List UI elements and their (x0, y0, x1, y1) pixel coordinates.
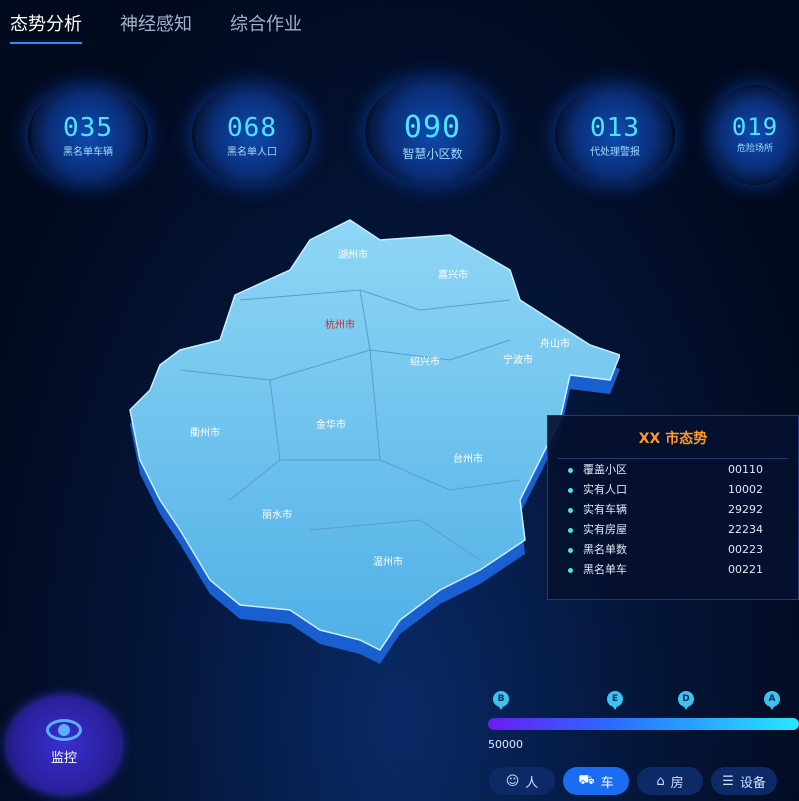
tab-integrated-operations[interactable]: 综合作业 (230, 14, 302, 35)
panel-row: 实有人口 10002 (548, 479, 798, 499)
bullet-icon (568, 528, 573, 533)
filter-label: 车 (600, 775, 614, 791)
row-label: 实有车辆 (583, 503, 627, 516)
row-value: 29292 (728, 502, 763, 516)
city-borders (179, 289, 521, 561)
car-icon: ⛟ (578, 772, 595, 788)
bullet-icon (568, 488, 573, 493)
city-label[interactable]: 丽水市 (262, 508, 292, 521)
filter-buttons: ☺ 人 ⛟ 车 ⌂ 房 ☰ 设备 (489, 767, 777, 795)
filter-label: 房 (670, 775, 684, 791)
panel-row: 实有车辆 29292 (548, 499, 798, 519)
device-icon: ☰ (722, 773, 734, 789)
stat-label: 智慧小区数 (402, 147, 463, 161)
city-label[interactable]: 绍兴市 (410, 355, 440, 368)
panel-row: 实有房屋 22234 (548, 519, 798, 539)
row-value: 00110 (728, 462, 763, 476)
panel-title: XX 市态势 (558, 416, 788, 459)
eye-icon (46, 719, 82, 741)
stat-circle: 035 黑名单车辆 (28, 85, 148, 185)
bullet-icon (568, 548, 573, 553)
stat-value: 068 (227, 113, 277, 143)
panel-row: 黑名单数 00223 (548, 539, 798, 559)
timeline-slider[interactable] (488, 718, 799, 730)
timeline-marker[interactable]: A (764, 691, 780, 710)
stat-label: 黑名单车辆 (63, 147, 113, 158)
row-label: 实有房屋 (583, 523, 627, 536)
filter-house-button[interactable]: ⌂ 房 (637, 767, 703, 795)
row-label: 覆盖小区 (583, 463, 627, 476)
city-label[interactable]: 宁波市 (503, 353, 533, 366)
monitor-label: 监控 (50, 751, 77, 766)
city-situation-panel: XX 市态势 覆盖小区 00110 实有人口 10002 实有车辆 29292 实有房… (547, 415, 799, 600)
filter-car-button[interactable]: ⛟ 车 (563, 767, 629, 795)
stat-label: 代处理警报 (590, 147, 640, 158)
tab-neural-perception[interactable]: 神经感知 (120, 14, 192, 35)
city-label[interactable]: 嘉兴市 (438, 268, 468, 281)
stat-label: 黑名单人口 (227, 147, 277, 158)
city-label[interactable]: 湖州市 (338, 248, 368, 261)
tab-situation-analysis[interactable]: 态势分析 (10, 10, 82, 44)
row-value: 22234 (728, 522, 763, 536)
stat-circle: 013 代处理警报 (555, 85, 675, 185)
stat-circle: 090 智慧小区数 (365, 78, 500, 186)
timeline-marker[interactable]: B (493, 691, 509, 710)
stat-value: 090 (403, 110, 462, 145)
timeline-marker[interactable]: E (607, 691, 623, 710)
panel-row: 覆盖小区 00110 (548, 459, 798, 479)
stat-value: 019 (731, 113, 779, 141)
city-label[interactable]: 温州市 (373, 555, 403, 568)
filter-person-button[interactable]: ☺ 人 (489, 767, 555, 795)
row-value: 00223 (728, 542, 763, 556)
row-label: 黑名单车 (583, 563, 627, 576)
bullet-icon (568, 568, 573, 573)
filter-label: 人 (525, 775, 539, 791)
stat-circle: 068 黑名单人口 (192, 85, 312, 185)
map-surface (129, 219, 620, 651)
filter-device-button[interactable]: ☰ 设备 (711, 767, 777, 795)
timeline-marker[interactable]: D (678, 691, 694, 710)
city-label[interactable]: 衢州市 (190, 426, 220, 439)
stat-value: 035 (63, 113, 113, 143)
row-label: 实有人口 (583, 483, 627, 496)
stat-label: 危险场所 (736, 144, 773, 154)
city-label-highlight[interactable]: 杭州市 (325, 318, 355, 331)
house-icon: ⌂ (656, 773, 665, 789)
province-map: 湖州市 嘉兴市 杭州市 绍兴市 宁波市 舟山市 衢州市 金华市 台州市 丽水市 … (129, 219, 620, 664)
filter-label: 设备 (739, 775, 766, 791)
city-label[interactable]: 金华市 (316, 418, 346, 431)
panel-row: 黑名单车 00221 (548, 559, 798, 579)
person-icon: ☺ (505, 773, 520, 789)
monitor-button[interactable]: 监控 (8, 697, 120, 793)
row-label: 黑名单数 (583, 543, 627, 556)
bullet-icon (568, 508, 573, 513)
stat-value: 013 (590, 113, 640, 143)
top-tabs: 态势分析 神经感知 综合作业 (10, 10, 302, 44)
city-label[interactable]: 舟山市 (540, 337, 570, 350)
city-label[interactable]: 台州市 (453, 452, 483, 465)
row-value: 00221 (728, 562, 763, 576)
timeline-value: 50000 (488, 738, 523, 751)
stat-circle: 019 危险场所 (711, 85, 799, 185)
row-value: 10002 (728, 482, 763, 496)
bullet-icon (568, 468, 573, 473)
